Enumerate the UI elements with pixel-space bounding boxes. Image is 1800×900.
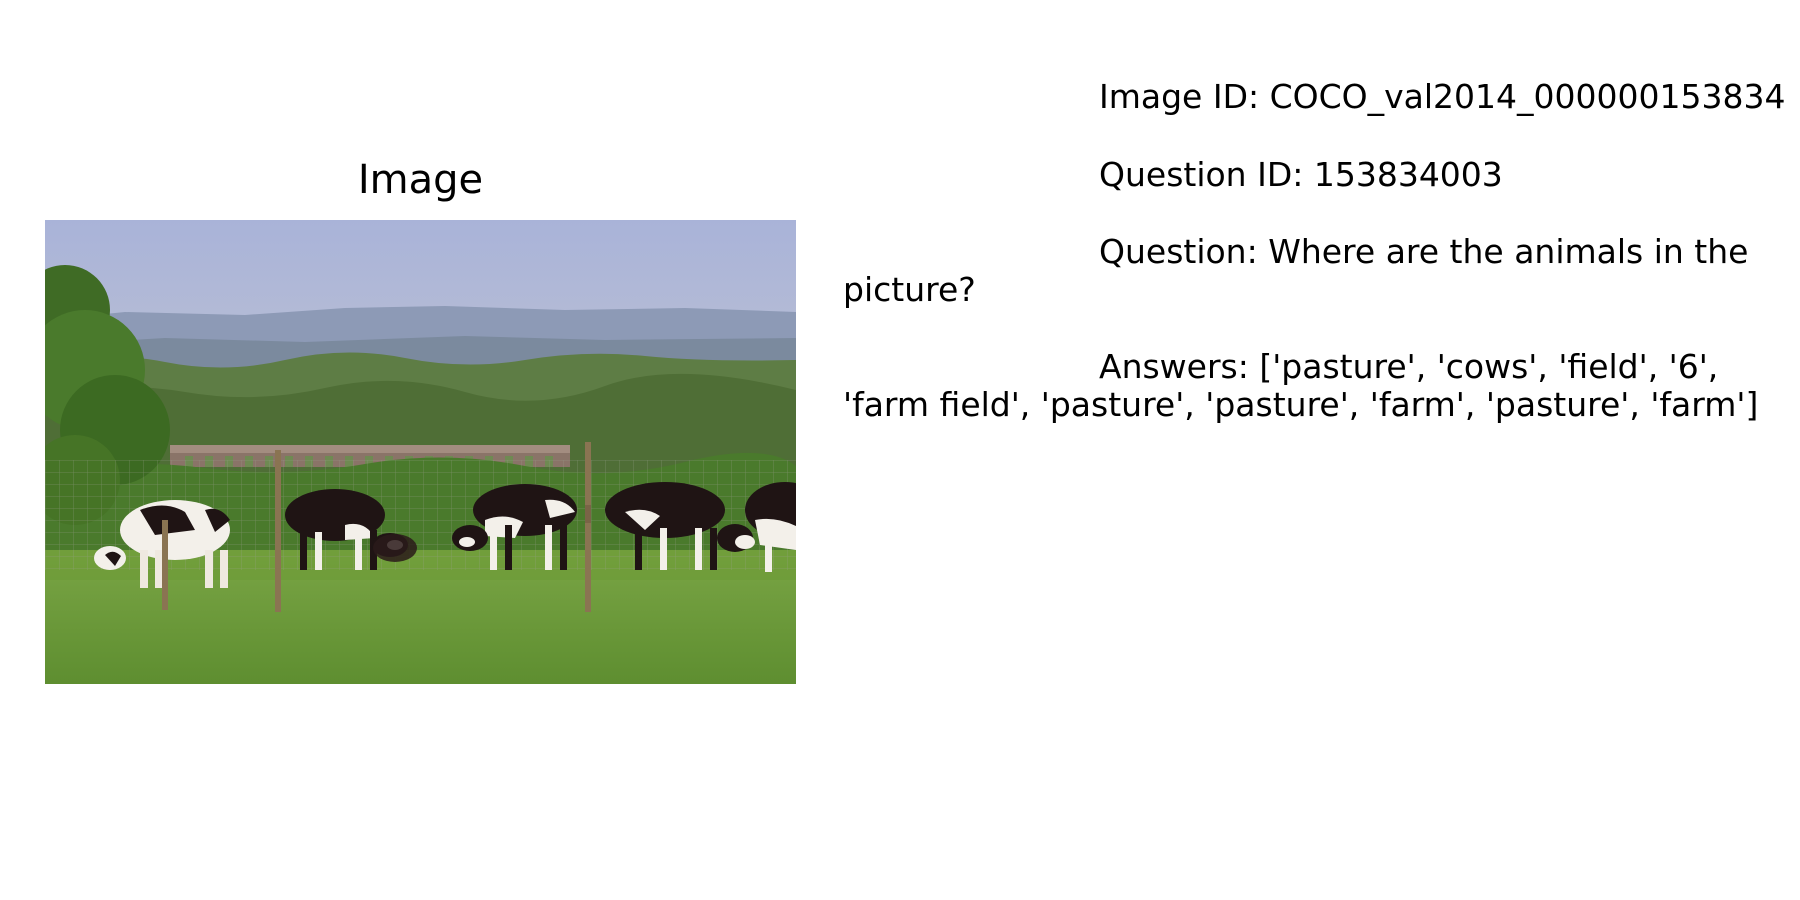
- question-text: Question: Where are the animals in the p…: [843, 232, 1749, 309]
- question-id-text: Question ID: 153834003: [1099, 155, 1503, 194]
- image-panel-title: Image: [357, 157, 484, 203]
- image-id-text: Image ID: COCO_val2014_000000153834: [1099, 77, 1786, 116]
- answers-text: Answers: ['pasture', 'cows', 'field', '6…: [843, 347, 1759, 424]
- cows-pasture-photo: [45, 220, 796, 684]
